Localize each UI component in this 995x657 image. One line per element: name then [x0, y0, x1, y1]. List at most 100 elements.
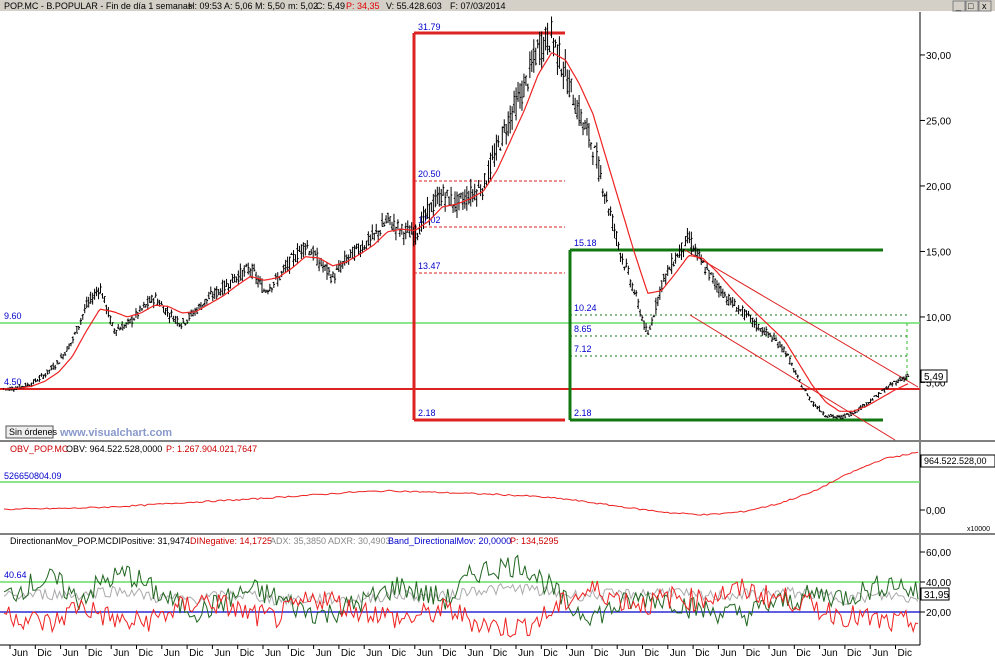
price-bar [32, 379, 35, 385]
dm-y-ticks: 20,00 40,00 60,00 [920, 548, 951, 619]
x-tick-label: Dic [290, 648, 304, 657]
price-bar [300, 244, 303, 259]
price-bar [323, 264, 327, 271]
last-price-box [920, 369, 948, 383]
price-bar [741, 305, 744, 317]
green-fib-712-label: 7.12 [574, 344, 592, 354]
price-bar [753, 319, 756, 328]
price-bar [761, 327, 764, 336]
dm-panel: DirectionanMov_POP.MC DIPositive: 31,947… [0, 535, 951, 645]
price-bar [461, 191, 465, 210]
price-bar [664, 273, 667, 285]
dm-header-adxr: ADXR: 30,4903 [328, 536, 391, 546]
price-bar [654, 297, 658, 315]
price-bar [698, 249, 701, 257]
minimize-icon: _ [955, 1, 962, 11]
price-bar [166, 305, 169, 317]
price-bar [308, 250, 311, 256]
obv-value-text: 964.522.528,00 [924, 456, 987, 466]
price-bar [489, 152, 492, 181]
price-bar [276, 272, 279, 287]
price-bar [359, 244, 362, 258]
price-bar [325, 261, 329, 280]
price-bar [583, 119, 587, 130]
price-bar [729, 297, 732, 306]
price-bar [463, 189, 467, 209]
close-button[interactable] [978, 0, 992, 12]
price-bar [69, 342, 73, 347]
price-bar [197, 303, 201, 310]
price-bar [648, 325, 652, 330]
price-bar [365, 240, 368, 250]
sin-ordenes-button[interactable] [5, 425, 54, 439]
price-bar [73, 331, 77, 335]
price-bar [119, 326, 122, 331]
price-bar [810, 400, 813, 403]
price-bar [581, 122, 585, 136]
price-bar [662, 273, 665, 283]
price-bar [603, 193, 606, 204]
price-bar [715, 280, 719, 293]
price-bar [597, 156, 600, 182]
price-bar [530, 50, 534, 72]
di-negative-line [3, 578, 919, 638]
price-bar [187, 311, 191, 321]
price-bar [414, 224, 417, 245]
price-bar [506, 111, 510, 137]
price-bar [566, 69, 569, 95]
price-bar [528, 51, 532, 79]
price-bar [558, 36, 561, 69]
moving-average-line [3, 52, 909, 412]
obv-level-label: 526650804.09 [4, 471, 62, 481]
dm-value-text: 31,95 [924, 590, 949, 601]
price-bar [546, 22, 549, 55]
price-bar [483, 173, 486, 189]
price-y-tick-label: 15,00 [926, 247, 951, 258]
price-bar [841, 414, 845, 420]
price-bar [877, 392, 880, 398]
maximize-button[interactable] [965, 0, 979, 12]
obv-line [3, 451, 919, 516]
price-bar [636, 298, 640, 310]
price-bar [288, 256, 291, 274]
price-bar [140, 308, 144, 311]
price-bar [416, 232, 419, 241]
price-bar [855, 411, 858, 413]
x-tick-label: Jun [12, 648, 28, 657]
price-bar [495, 134, 498, 161]
price-bar [607, 208, 610, 216]
price-bar [670, 253, 673, 275]
price-bar [388, 216, 392, 226]
price-bar [237, 270, 240, 286]
price-bar [733, 298, 736, 306]
price-bar [160, 301, 163, 305]
minimize-button[interactable] [952, 0, 966, 12]
green-fib-box: 15.18 10.24 8.65 7.12 2.18 [568, 238, 910, 422]
price-bar [467, 190, 471, 205]
price-bar [623, 266, 626, 271]
x-tick-label: Jun [822, 648, 838, 657]
price-bar [272, 281, 276, 288]
price-bar [577, 94, 581, 126]
price-bar [674, 252, 677, 264]
price-bar [593, 145, 597, 149]
price-bar [91, 292, 94, 305]
price-bar [837, 414, 841, 419]
x-tick-label: Jun [265, 648, 281, 657]
price-bar [132, 317, 136, 321]
price-bar [156, 298, 159, 306]
price-bar [721, 288, 725, 299]
dm-value-box [920, 587, 950, 601]
price-bar [524, 75, 528, 86]
price-bar [605, 191, 608, 203]
price-bar [747, 310, 750, 317]
price-bar [676, 253, 679, 258]
price-bar [589, 142, 593, 150]
red-fib-1347-label: 13.47 [418, 261, 441, 271]
x-tick-label: Dic [189, 648, 203, 657]
price-bar [526, 83, 530, 92]
price-bar [766, 331, 770, 338]
price-bar [306, 240, 309, 249]
price-bar [361, 240, 364, 254]
x-tick-label: Jun [771, 648, 787, 657]
